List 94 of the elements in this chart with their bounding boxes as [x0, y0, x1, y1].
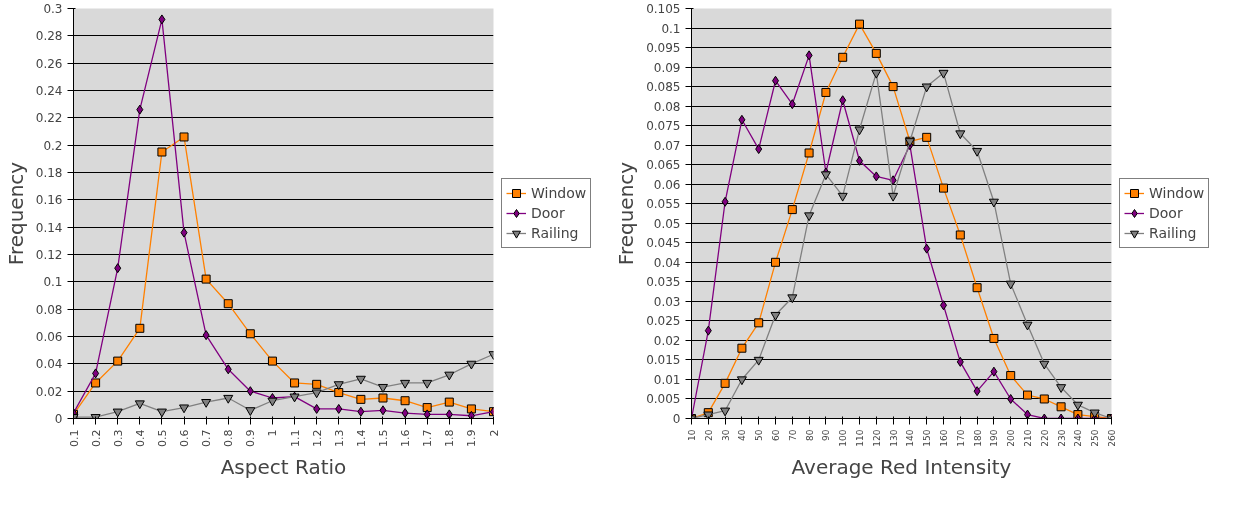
- x-tick-label: 150: [922, 429, 933, 447]
- y-tick-label: 0.04: [653, 255, 681, 270]
- x-tick-label: 80: [804, 429, 815, 441]
- y-tick-label: 0.1: [661, 21, 681, 36]
- y-tick-label: 0.26: [35, 56, 63, 71]
- x-tick-label: 170: [955, 429, 966, 447]
- y-tick-label: 0.14: [35, 220, 63, 235]
- y-tick-label: 0.075: [646, 119, 681, 134]
- y-tick-label: 0.005: [646, 392, 681, 407]
- y-tick-label: 0.08: [35, 302, 63, 317]
- x-tick-label: 110: [855, 429, 865, 447]
- x-axis-title: Average Red Intensity: [791, 454, 1012, 479]
- x-tick-label: 0.9: [244, 429, 258, 447]
- y-tick-label: 0.045: [646, 236, 681, 251]
- x-tick-label: 0.8: [222, 429, 236, 447]
- y-tick-label: 0.28: [35, 29, 63, 44]
- x-tick-label: 200: [1006, 429, 1017, 447]
- y-tick-label: 0.06: [653, 177, 681, 192]
- y-tick-label: 0.035: [646, 275, 681, 290]
- legend-label: Railing: [1149, 225, 1197, 241]
- y-tick-label: 0.095: [646, 41, 681, 56]
- legend-label: Door: [531, 205, 565, 221]
- x-tick-label: 210: [1023, 429, 1033, 447]
- x-tick-label: 90: [821, 429, 832, 441]
- x-tick-label: 190: [989, 429, 1000, 447]
- legend-label: Window: [1149, 185, 1205, 201]
- y-tick-label: 0.065: [646, 158, 681, 173]
- x-tick-label: 0.7: [200, 429, 214, 447]
- y-tick-label: 0.06: [35, 330, 63, 344]
- y-tick-label: 0: [672, 412, 681, 426]
- x-tick-label: 1.7: [421, 429, 435, 447]
- y-tick-label: 0.1: [43, 275, 63, 290]
- y-tick-label: 0.015: [646, 353, 681, 368]
- x-tick-label: 70: [787, 429, 798, 441]
- y-axis-title: Frequency: [3, 161, 28, 266]
- x-tick-label: 0.4: [133, 429, 147, 447]
- x-tick-label: 230: [1056, 429, 1067, 447]
- y-tick-label: 0.12: [35, 248, 63, 262]
- x-tick-label: 140: [905, 429, 916, 447]
- y-tick-label: 0.01: [653, 372, 681, 387]
- x-tick-label: 30: [720, 429, 731, 441]
- y-tick-label: 0.02: [35, 384, 63, 399]
- x-tick-label: 60: [771, 429, 781, 441]
- y-tick-label: 0.18: [35, 166, 63, 180]
- y-tick-label: 0.05: [653, 216, 681, 231]
- x-tick-label: 1.6: [399, 429, 413, 447]
- y-tick-label: 0.09: [653, 60, 681, 75]
- legend-label: Window: [531, 185, 587, 201]
- y-tick-label: 0.2: [43, 138, 63, 153]
- y-tick-label: 0.085: [646, 80, 681, 95]
- y-tick-label: 0.22: [35, 111, 63, 126]
- y-tick-label: 0.07: [653, 138, 681, 153]
- y-tick-label: 0.025: [646, 314, 681, 329]
- y-tick-label: 0: [54, 412, 63, 426]
- y-tick-label: 0.04: [35, 357, 63, 372]
- x-tick-label: 0.5: [155, 429, 169, 447]
- x-tick-label: 0.3: [111, 429, 125, 447]
- x-axis-title: Aspect Ratio: [220, 454, 347, 479]
- x-tick-label: 240: [1073, 429, 1084, 447]
- x-tick-label: 1.8: [443, 429, 457, 447]
- x-tick-label: 220: [1039, 429, 1050, 447]
- x-tick-label: 180: [972, 429, 983, 447]
- y-tick-label: 0.24: [35, 84, 63, 98]
- x-tick-label: 0.2: [89, 429, 103, 447]
- y-tick-label: 0.03: [653, 294, 681, 309]
- y-axis-title: Frequency: [614, 161, 639, 266]
- y-tick-label: 0.105: [646, 2, 681, 16]
- x-tick-label: 1: [266, 429, 280, 437]
- legend-label: Railing: [531, 225, 579, 241]
- x-tick-label: 0.6: [178, 429, 192, 447]
- x-tick-label: 160: [939, 429, 949, 447]
- x-tick-label: 2: [487, 429, 501, 437]
- x-tick-label: 50: [754, 429, 765, 441]
- y-tick-label: 0.08: [653, 99, 681, 114]
- y-tick-label: 0.16: [35, 193, 63, 208]
- y-tick-label: 0.02: [653, 333, 681, 348]
- y-tick-label: 0.3: [43, 2, 63, 16]
- x-tick-label: 120: [871, 429, 882, 447]
- legend-label: Door: [1149, 205, 1183, 221]
- x-tick-label: 1.3: [332, 429, 346, 447]
- x-tick-label: 100: [838, 429, 849, 447]
- x-tick-label: 250: [1090, 429, 1101, 447]
- x-tick-label: 1.9: [465, 429, 479, 447]
- x-tick-label: 10: [687, 429, 697, 441]
- x-tick-label: 1.2: [310, 429, 324, 447]
- x-tick-label: 1.5: [376, 429, 390, 447]
- x-tick-label: 1.4: [354, 429, 368, 447]
- x-tick-label: 0.1: [67, 429, 81, 447]
- x-tick-label: 260: [1107, 429, 1117, 447]
- x-tick-label: 1.1: [288, 429, 302, 447]
- y-tick-label: 0.055: [646, 197, 681, 212]
- x-tick-label: 20: [703, 429, 714, 441]
- x-tick-label: 130: [888, 429, 899, 447]
- x-tick-label: 40: [737, 429, 748, 441]
